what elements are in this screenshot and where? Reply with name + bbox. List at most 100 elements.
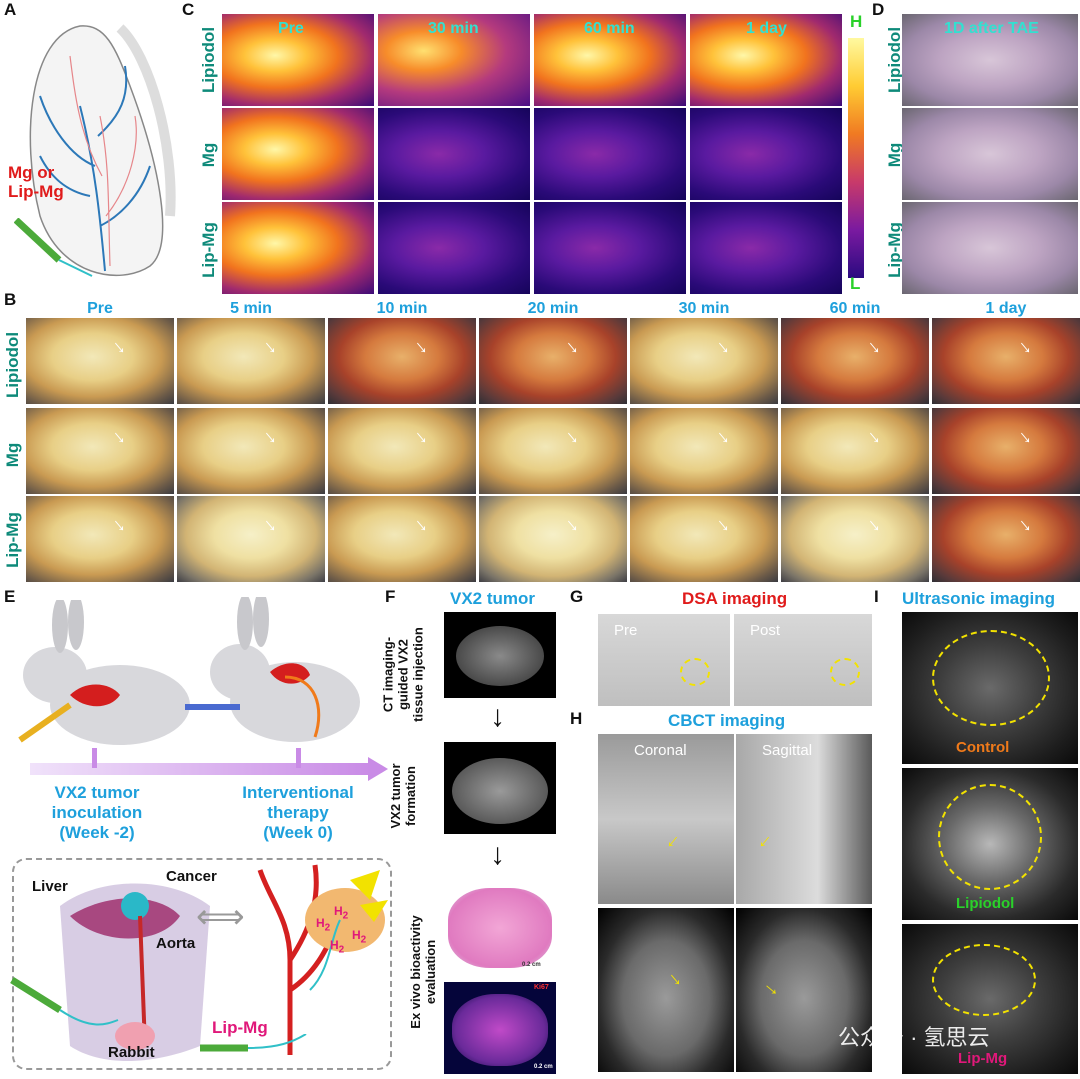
liver-photo-3-1: ↓ — [26, 496, 174, 582]
step-tumor-formation: VX2 tumor formation — [388, 763, 418, 829]
cbct-coronal-label: Coronal — [634, 742, 687, 759]
scale-bar-ki67: 0.2 cm — [534, 1064, 553, 1070]
ki67-stain-image — [444, 982, 556, 1074]
us-lipiodol-label: Lipiodol — [956, 895, 1015, 912]
ct-image-injection — [444, 612, 556, 698]
liver-photo-2-3: ↓ — [328, 408, 476, 494]
timeline-tick-inoculation — [92, 748, 97, 768]
thermal-image-1-4 — [690, 14, 842, 106]
lipmg-label: Lip-Mg — [212, 1018, 268, 1037]
white-arrow-icon: ↓ — [711, 425, 734, 449]
panel-b-col-4: 20 min — [527, 300, 579, 317]
vessel-tumor-illustration — [257, 864, 388, 1055]
us-control-label: Control — [956, 739, 1010, 756]
panel-b-letter: B — [4, 290, 17, 309]
colorbar-low-label: L — [850, 274, 861, 293]
liver-photo-3-3: ↓ — [328, 496, 476, 582]
dsa-image-pre — [598, 614, 730, 706]
liver-photo-3-6: ↓ — [781, 496, 929, 582]
liver-photo-3-7: ↓ — [932, 496, 1080, 582]
panel-b-col-6: 60 min — [829, 300, 881, 317]
liver-vessel-illustration — [29, 24, 176, 277]
dsa-pre-tumor-circle — [680, 658, 710, 686]
thermal-image-3-3 — [534, 202, 686, 294]
white-arrow-icon: ↓ — [409, 425, 432, 449]
timeline-arrow — [30, 763, 370, 775]
cancer-label: Cancer — [166, 868, 217, 885]
anatomy-illustration — [60, 883, 210, 1061]
panel-b-col-1: Pre — [87, 300, 113, 317]
stain-image-lipmg — [902, 202, 1078, 294]
syringe-icon-anatomy — [10, 977, 119, 1026]
white-arrow-icon: ↓ — [409, 335, 432, 359]
white-arrow-icon: ↓ — [1013, 513, 1036, 537]
white-arrow-icon: ↓ — [107, 335, 130, 359]
syringe-icon-vessel — [200, 1034, 307, 1052]
dsa-post-label: Post — [750, 622, 781, 639]
thermal-colorbar — [848, 38, 864, 278]
liver-photo-2-1: ↓ — [26, 408, 174, 494]
white-arrow-icon: ↓ — [711, 335, 734, 359]
panel-a-label: Mg or Lip-Mg — [8, 163, 64, 201]
white-arrow-icon: ↓ — [862, 425, 885, 449]
thermal-image-2-1 — [222, 108, 374, 200]
down-arrow-2: ↓ — [490, 838, 505, 871]
panel-i-title: Ultrasonic imaging — [902, 589, 1056, 608]
h2-label-4: H2 — [330, 938, 345, 956]
he-stain-image — [444, 882, 556, 974]
syringe-icon — [14, 218, 93, 277]
white-arrow-icon: ↓ — [560, 513, 583, 537]
h2-label-3: H2 — [352, 928, 367, 946]
thermal-image-1-2 — [378, 14, 530, 106]
inoculation-label: VX2 tumor inoculation (Week -2) — [51, 783, 143, 842]
us-lipiodol-circle — [938, 784, 1042, 890]
rabbit-label: Rabbit — [108, 1044, 155, 1061]
thermal-image-3-4 — [690, 202, 842, 294]
panel-f-title: VX2 tumor — [450, 589, 536, 608]
thermal-image-3-2 — [378, 202, 530, 294]
thermal-image-2-2 — [378, 108, 530, 200]
colorbar-high-label: H — [850, 12, 863, 31]
thermal-image-2-4 — [690, 108, 842, 200]
cbct-sagittal-image — [736, 734, 872, 904]
thermal-image-3-1 — [222, 202, 374, 294]
step-ct-injection: CT imaging- guided VX2 tissue injection — [380, 627, 426, 722]
panel-b-row-mg: Mg — [3, 442, 22, 468]
liver-photo-1-1: ↓ — [26, 318, 174, 404]
double-arrow-icon: ⟺ — [196, 898, 245, 936]
panel-c-row-mg: Mg — [199, 142, 218, 168]
step-bioactivity: Ex vivo bioactivity evaluation — [408, 915, 438, 1029]
thermal-image-1-1 — [222, 14, 374, 106]
panel-h-letter: H — [570, 709, 583, 728]
white-arrow-icon: ↓ — [107, 513, 130, 537]
panel-b-col-2: 5 min — [230, 300, 272, 317]
panel-g-title: DSA imaging — [682, 589, 788, 608]
white-arrow-icon: ↓ — [862, 335, 885, 359]
h2-label-1: H2 — [334, 904, 349, 922]
dsa-pre-label: Pre — [614, 622, 638, 639]
cbct-sagittal-slice-image — [736, 908, 872, 1072]
white-arrow-icon: ↓ — [711, 513, 734, 537]
white-arrow-icon: ↓ — [258, 513, 281, 537]
watermark-text: 公众号 · 氢思云 — [838, 1025, 990, 1050]
cbct-axial-image — [598, 908, 734, 1072]
scale-bar-he: 0.2 cm — [522, 962, 541, 968]
liver-photo-1-4: ↓ — [479, 318, 627, 404]
panel-g-letter: G — [570, 587, 584, 606]
white-arrow-icon: ↓ — [1013, 335, 1036, 359]
liver-photo-1-5: ↓ — [630, 318, 778, 404]
panel-c-col-30min: 30 min — [428, 20, 479, 37]
thermal-image-2-3 — [534, 108, 686, 200]
liver-photo-2-4: ↓ — [479, 408, 627, 494]
thermal-image-1-3 — [534, 14, 686, 106]
white-arrow-icon: ↓ — [107, 425, 130, 449]
panel-b-col-7: 1 day — [985, 300, 1027, 317]
ct-image-tumor — [444, 742, 556, 834]
timeline-arrowhead — [368, 757, 388, 781]
liver-photo-2-7: ↓ — [932, 408, 1080, 494]
liver-photo-3-5: ↓ — [630, 496, 778, 582]
panel-c-col-60min: 60 min — [584, 20, 635, 37]
white-arrow-icon: ↓ — [258, 425, 281, 449]
white-arrow-icon: ↓ — [560, 425, 583, 449]
liver-photo-3-4: ↓ — [479, 496, 627, 582]
